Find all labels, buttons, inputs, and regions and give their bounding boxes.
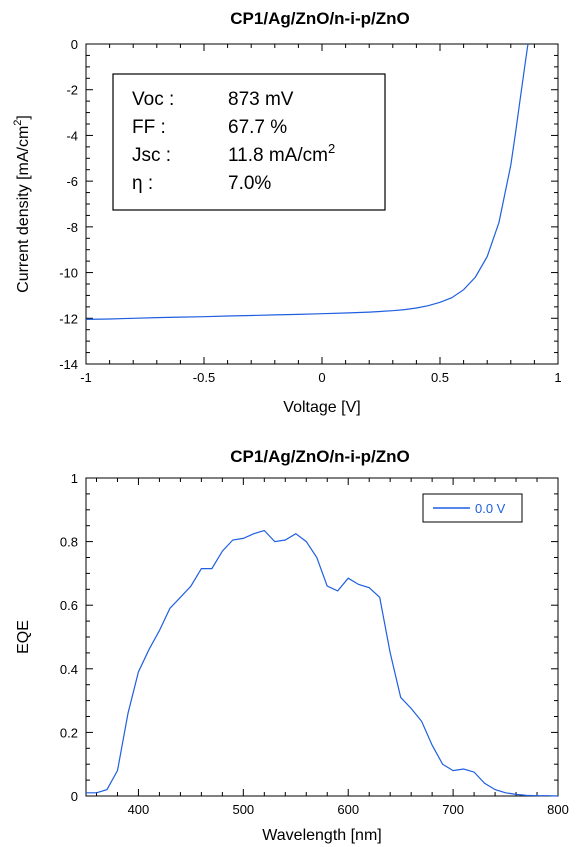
eqe-legend: 0.0 V [422,493,523,523]
eqe-x-tick-label: 700 [442,802,464,817]
jv-stat-value-sup: 2 [328,141,335,156]
eqe-y-tick-label: 0.6 [60,598,78,613]
jv-stat-value: 11.8 mA/cm2 [228,141,335,166]
jv-stat-value: 873 mV [228,89,294,110]
jv-chart-title: CP1/Ag/ZnO/n-i-p/ZnO [230,9,409,28]
jv-y-tick-label: -14 [59,357,78,372]
eqe-y-tick-label: 0.2 [60,725,78,740]
jv-stats-frame [112,73,386,211]
jv-y-tick-label: -4 [66,128,78,143]
jv-y-axis-label: Current density [mA/cm2] [12,115,32,293]
eqe-x-tick-label: 500 [232,802,254,817]
jv-stat-value: 7.0% [228,173,271,194]
jv-x-axis-label: Voltage [V] [283,399,360,416]
jv-stat-key: FF : [132,117,166,138]
eqe-y-ticks: 0 0.2 0.4 0.6 0.8 1 [60,471,558,804]
jv-stats-box: Voc : 873 mV FF : 67.7 % Jsc : 11.8 mA/cm2 η :… [112,73,386,211]
jv-series-line [85,43,529,320]
jv-y-tick-label: -6 [66,174,78,189]
jv-y-label-main: Current density [mA/cm [15,126,32,293]
eqe-x-tick-label: 800 [547,802,569,817]
jv-stats-list: Voc : 873 mV FF : 67.7 % Jsc : 11.8 mA/cm2 η :… [132,89,335,194]
jv-stat-key: Jsc : [132,145,171,166]
eqe-x-tick-label: 600 [337,802,359,817]
jv-x-tick-label: 0 [318,370,325,385]
jv-stat-value: 67.7 % [228,117,287,138]
jv-x-tick-label: -1 [80,370,92,385]
jv-y-tick-label: -10 [59,266,78,281]
jv-y-label-sup: 2 [12,120,24,126]
jv-y-tick-label: 0 [71,37,78,52]
eqe-legend-label: 0.0 V [475,501,506,516]
eqe-plot-frame [85,477,559,797]
jv-x-tick-label: -0.5 [193,370,215,385]
eqe-y-tick-label: 0 [71,789,78,804]
eqe-series-line [86,529,559,797]
eqe-x-axis-label: Wavelength [nm] [262,827,381,844]
jv-y-ticks: -14 -12 -10 -8 -6 -4 -2 0 [59,37,558,372]
jv-y-tick-label: -8 [66,220,78,235]
jv-stat-value-main: 11.8 mA/cm [228,145,328,166]
jv-stat-value-main: 67.7 % [228,117,287,138]
eqe-chart: CP1/Ag/ZnO/n-i-p/ZnO 400 500 600 700 800 0 0.… [15,447,569,844]
eqe-y-tick-label: 1 [71,471,78,486]
eqe-y-tick-label: 0.4 [60,662,78,677]
eqe-x-ticks: 400 500 600 700 800 [95,478,569,817]
jv-x-ticks: -1 -0.5 0 0.5 1 [80,44,562,385]
jv-y-tick-label: -2 [66,83,78,98]
jv-x-tick-label: 1 [554,370,561,385]
jv-stat-key: η : [132,173,153,194]
jv-stat-value-main: 873 mV [228,89,294,110]
jv-x-tick-label: 0.5 [431,370,449,385]
eqe-x-tick-label: 400 [128,802,150,817]
jv-y-label-tail: ] [15,115,32,119]
jv-stat-value-main: 7.0% [228,173,271,194]
jv-stat-key: Voc : [132,89,174,110]
eqe-y-axis-label: EQE [15,620,32,654]
eqe-y-tick-label: 0.8 [60,535,78,550]
eqe-chart-title: CP1/Ag/ZnO/n-i-p/ZnO [230,447,409,466]
jv-y-tick-label: -12 [59,311,78,326]
jv-chart: CP1/Ag/ZnO/n-i-p/ZnO -1 -0.5 0 0.5 1 -14-12-… [12,9,562,416]
